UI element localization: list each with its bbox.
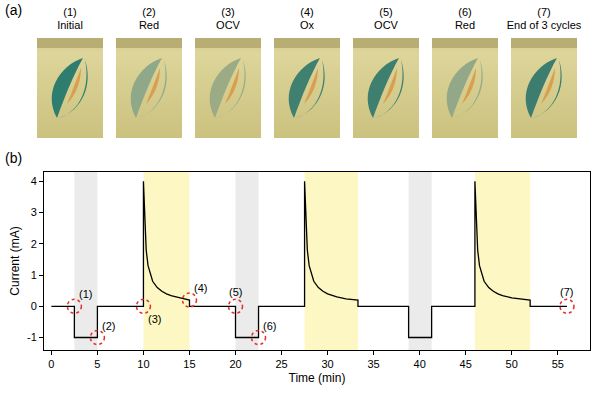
svg-text:(3): (3) bbox=[148, 313, 161, 325]
svg-text:(7): (7) bbox=[560, 286, 573, 298]
svg-text:(4): (4) bbox=[194, 282, 207, 294]
html-text:(5): (5) bbox=[379, 6, 393, 18]
svg-text:55: 55 bbox=[552, 358, 564, 370]
svg-text:Time (min): Time (min) bbox=[289, 371, 346, 385]
html-text:(b): (b) bbox=[5, 150, 23, 166]
html-text:Red: Red bbox=[454, 19, 476, 31]
svg-text:25: 25 bbox=[275, 358, 287, 370]
svg-text:(2): (2) bbox=[102, 320, 115, 332]
svg-text:20: 20 bbox=[229, 358, 241, 370]
svg-text:2: 2 bbox=[31, 238, 37, 250]
html-text:Red: Red bbox=[138, 19, 160, 31]
html-text:(3): (3) bbox=[221, 6, 235, 18]
svg-text:40: 40 bbox=[414, 358, 426, 370]
svg-text:-1: -1 bbox=[27, 331, 37, 343]
html-text:Initial: Initial bbox=[57, 19, 83, 31]
html-text:End of 3 cycles: End of 3 cycles bbox=[506, 19, 582, 31]
svg-text:15: 15 bbox=[183, 358, 195, 370]
svg-text:30: 30 bbox=[321, 358, 333, 370]
html-text:(7): (7) bbox=[537, 6, 551, 18]
html-text:OCV: OCV bbox=[374, 19, 398, 31]
html-text:(6): (6) bbox=[458, 6, 472, 18]
html-text:OCV: OCV bbox=[216, 19, 240, 31]
html-text:(2): (2) bbox=[142, 6, 156, 18]
html-text:(4): (4) bbox=[300, 6, 314, 18]
svg-text:50: 50 bbox=[506, 358, 518, 370]
svg-text:1: 1 bbox=[31, 269, 37, 281]
html-text:Ox: Ox bbox=[300, 19, 314, 31]
svg-text:(1): (1) bbox=[79, 288, 92, 300]
svg-text:35: 35 bbox=[368, 358, 380, 370]
svg-text:Current (mA): Current (mA) bbox=[8, 226, 22, 295]
svg-text:(6): (6) bbox=[263, 320, 276, 332]
svg-text:45: 45 bbox=[460, 358, 472, 370]
svg-text:5: 5 bbox=[94, 358, 100, 370]
svg-text:10: 10 bbox=[137, 358, 149, 370]
svg-text:4: 4 bbox=[31, 175, 37, 187]
html-text:(a): (a) bbox=[5, 2, 23, 18]
svg-text:0: 0 bbox=[48, 358, 54, 370]
html-text:(1): (1) bbox=[63, 6, 77, 18]
svg-text:3: 3 bbox=[31, 206, 37, 218]
svg-text:(5): (5) bbox=[229, 286, 242, 298]
svg-text:0: 0 bbox=[31, 300, 37, 312]
